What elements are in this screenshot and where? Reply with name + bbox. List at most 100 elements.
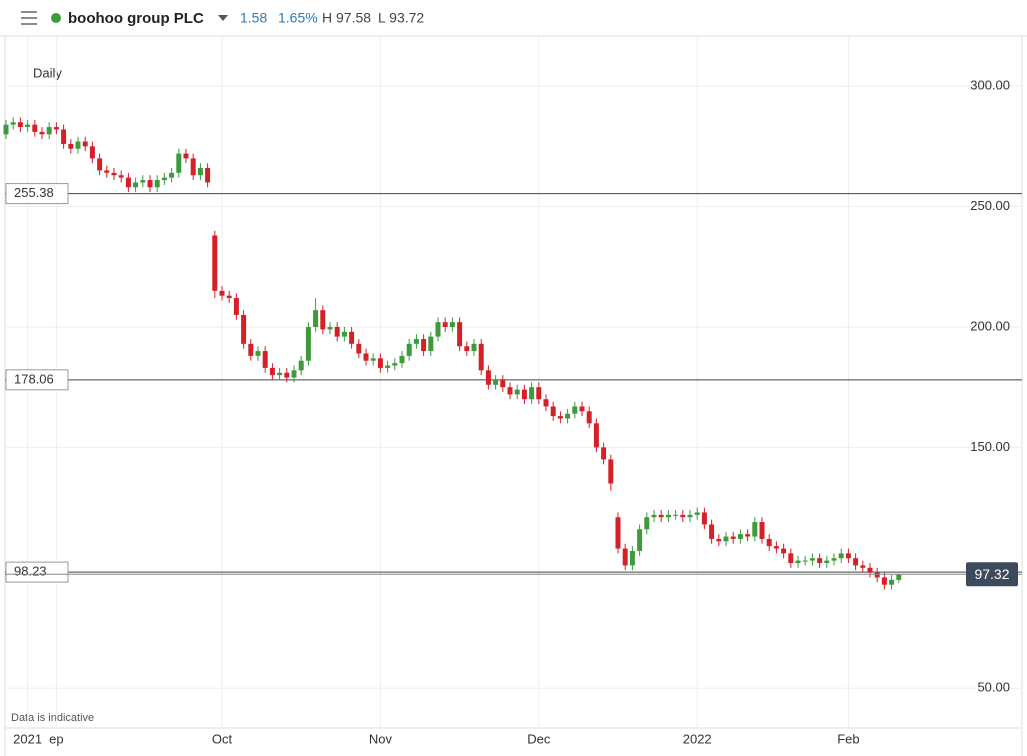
candle-body	[550, 406, 556, 417]
candle-body	[320, 310, 326, 330]
candle-body	[759, 522, 765, 539]
candle-body	[154, 180, 160, 188]
candle-body	[133, 182, 139, 188]
candle-body	[32, 124, 38, 132]
candle-body	[442, 322, 448, 327]
candle-body	[97, 158, 103, 171]
level-label-box	[5, 561, 69, 583]
candle-body	[485, 370, 491, 385]
candle-body	[313, 310, 319, 327]
candle-body	[745, 534, 751, 537]
x-tick-label: ep	[49, 731, 63, 746]
candle-body	[860, 565, 866, 568]
candle-body	[709, 524, 715, 539]
level-label: 178.06	[14, 371, 54, 386]
candle-body	[370, 358, 376, 361]
candle-body	[284, 372, 290, 378]
candle-body	[831, 558, 837, 561]
candle-body	[665, 514, 671, 518]
level-label-box	[5, 369, 69, 391]
candle-body	[874, 572, 880, 578]
y-tick-label: 300.00	[970, 78, 1010, 93]
candle-body	[305, 326, 311, 361]
x-tick-label: 2021	[13, 731, 42, 746]
candle-body	[435, 322, 441, 337]
candle-body	[730, 536, 736, 539]
x-tick-label: Feb	[837, 731, 859, 746]
candle-body	[291, 370, 297, 378]
candle-body	[565, 413, 571, 419]
candle-body	[428, 336, 434, 352]
candle-body	[766, 538, 772, 547]
candle-body	[262, 351, 268, 368]
candle-body	[363, 353, 369, 361]
candle-body	[881, 577, 887, 585]
x-tick-label: 2022	[683, 731, 712, 746]
candle-body	[701, 512, 707, 525]
candle-body	[817, 558, 823, 564]
candle-body	[514, 389, 520, 395]
candle-body	[75, 141, 81, 149]
candle-body	[82, 141, 88, 147]
candle-body	[25, 124, 31, 128]
candle-body	[543, 399, 549, 407]
candle-body	[593, 423, 599, 448]
candle-body	[658, 514, 664, 518]
candle-body	[773, 546, 779, 549]
x-tick-label: Oct	[212, 731, 233, 746]
candle-body	[421, 339, 427, 352]
candle-body	[464, 346, 470, 352]
candle-body	[557, 416, 563, 419]
candle-body	[125, 177, 131, 188]
candle-body	[111, 172, 117, 176]
candle-body	[457, 322, 463, 347]
level-label-box	[5, 183, 69, 205]
candle-body	[406, 343, 412, 356]
menu-icon[interactable]	[21, 11, 37, 25]
candle-body	[392, 363, 398, 366]
candle-body	[104, 170, 110, 173]
level-label: 255.38	[14, 185, 54, 200]
candle-body	[622, 548, 628, 566]
candle-body	[205, 168, 211, 183]
candle-body	[176, 153, 182, 173]
candle-body	[536, 387, 542, 400]
candle-body	[277, 372, 283, 376]
change: 1.58	[240, 10, 267, 26]
candle-body	[673, 514, 679, 516]
candle-body	[644, 517, 650, 530]
level-label: 98.23	[14, 564, 47, 579]
candle-body	[413, 339, 419, 344]
candle-body	[385, 365, 391, 368]
candle-body	[781, 548, 787, 554]
candle-body	[500, 379, 506, 388]
high: H 97.58	[322, 10, 371, 26]
candle-body	[471, 343, 477, 352]
candle-body	[255, 351, 261, 356]
y-tick-label: 250.00	[970, 198, 1010, 213]
candle-body	[867, 567, 873, 573]
candle-body	[183, 153, 189, 159]
candle-body	[478, 343, 484, 371]
y-tick-label: 150.00	[970, 439, 1010, 454]
candle-body	[824, 560, 830, 564]
candle-body	[349, 331, 355, 344]
candle-body	[241, 314, 247, 344]
candle-body	[737, 534, 743, 539]
instrument-name[interactable]: boohoo group PLC	[68, 10, 204, 27]
dropdown-arrow[interactable]	[218, 15, 228, 21]
last-price-label: 97.32	[974, 566, 1009, 582]
header-bar	[0, 0, 1027, 36]
candle-body	[716, 538, 722, 542]
candle-body	[845, 553, 851, 559]
candle-body	[219, 290, 225, 296]
candle-body	[493, 379, 499, 385]
candle-body	[17, 122, 23, 128]
candle-body	[39, 131, 45, 135]
candle-body	[615, 517, 621, 549]
candle-body	[161, 177, 167, 181]
low: L 93.72	[378, 10, 424, 26]
candle-body	[802, 560, 808, 562]
candle-body	[147, 180, 153, 188]
